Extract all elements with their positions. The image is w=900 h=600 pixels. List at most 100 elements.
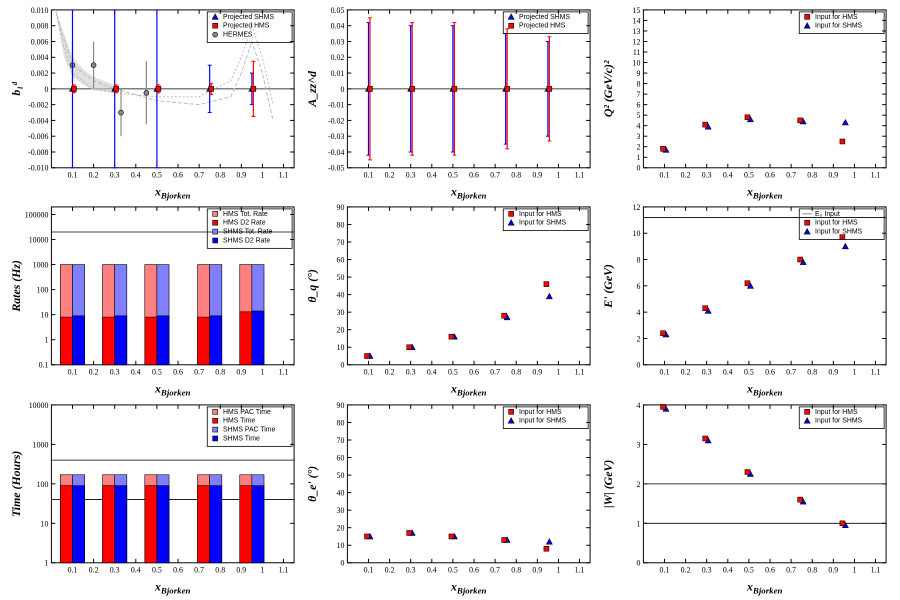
svg-text:xBjorken: xBjorken [154, 184, 191, 200]
svg-text:0.4: 0.4 [723, 171, 733, 180]
svg-text:xBjorken: xBjorken [450, 184, 487, 200]
svg-text:xBjorken: xBjorken [154, 579, 191, 595]
svg-text:9: 9 [636, 69, 640, 78]
svg-text:4: 4 [636, 401, 640, 410]
svg-text:0.7: 0.7 [490, 565, 500, 574]
panel-b1d: 0.10.20.30.40.50.60.70.80.911.1-0.010-0.… [6, 4, 302, 201]
svg-text:1: 1 [260, 171, 264, 180]
svg-text:0.8: 0.8 [807, 171, 817, 180]
svg-text:Input for SHMS: Input for SHMS [815, 417, 863, 424]
svg-text:0.1: 0.1 [68, 368, 78, 377]
svg-text:15: 15 [633, 6, 641, 15]
svg-text:xBjorken: xBjorken [746, 382, 783, 398]
svg-text:Input for HMS: Input for HMS [519, 408, 562, 415]
svg-text:0.4: 0.4 [723, 368, 733, 377]
svg-text:0.7: 0.7 [786, 565, 796, 574]
svg-text:0.4: 0.4 [427, 171, 437, 180]
svg-text:10: 10 [633, 59, 641, 68]
svg-text:6: 6 [636, 101, 640, 110]
svg-text:0.7: 0.7 [490, 368, 500, 377]
panel-time: 0.10.20.30.40.50.60.70.80.911.1110100100… [6, 399, 302, 596]
svg-text:70: 70 [337, 436, 345, 445]
svg-text:0.1: 0.1 [364, 565, 374, 574]
svg-text:5: 5 [636, 111, 640, 120]
svg-text:20: 20 [337, 326, 345, 335]
svg-text:0.8: 0.8 [807, 565, 817, 574]
svg-text:1: 1 [852, 368, 856, 377]
svg-text:Rates (Hz): Rates (Hz) [9, 260, 23, 313]
svg-text:θ_e' (°): θ_e' (°) [305, 465, 319, 501]
panel-thetae: 0.10.20.30.40.50.60.70.80.911.1010203040… [302, 399, 598, 596]
chart-grid: 0.1 0.2 0.3 0.4 0.5 0.6 0.7 0.8 0.9 1 1.1 -0.010 -0.… [0, 0, 900, 600]
panel-rates: 0.10.20.30.40.50.60.70.80.911.10.1110100… [6, 201, 302, 398]
svg-text:0.010: 0.010 [31, 6, 49, 15]
svg-text:0.6: 0.6 [469, 565, 479, 574]
svg-text:-0.006: -0.006 [28, 132, 48, 141]
svg-text:2: 2 [636, 335, 640, 344]
svg-text:20: 20 [337, 523, 345, 532]
svg-text:2: 2 [636, 143, 640, 152]
svg-text:0.1: 0.1 [660, 171, 670, 180]
svg-text:xBjorken: xBjorken [450, 382, 487, 398]
svg-text:0.9: 0.9 [236, 565, 246, 574]
svg-text:0.5: 0.5 [744, 171, 754, 180]
svg-text:40: 40 [337, 488, 345, 497]
svg-text:1: 1 [556, 171, 560, 180]
svg-text:0.8: 0.8 [215, 171, 225, 180]
svg-text:Input for SHMS: Input for SHMS [519, 220, 567, 227]
svg-text:-0.02: -0.02 [328, 116, 344, 125]
svg-text:10000: 10000 [29, 236, 49, 245]
svg-text:Projected SHMS: Projected SHMS [519, 14, 570, 21]
svg-text:0.3: 0.3 [406, 171, 416, 180]
svg-text:0.7: 0.7 [786, 171, 796, 180]
svg-text:7: 7 [636, 90, 640, 99]
svg-text:4: 4 [636, 122, 640, 131]
svg-text:30: 30 [337, 506, 345, 515]
svg-text:1: 1 [636, 519, 640, 528]
svg-text:0.2: 0.2 [385, 368, 395, 377]
svg-text:xBjorken: xBjorken [746, 579, 783, 595]
svg-text:0.6: 0.6 [765, 565, 775, 574]
svg-text:0.04: 0.04 [331, 22, 345, 31]
svg-text:0: 0 [636, 558, 640, 567]
svg-text:0.7: 0.7 [194, 565, 204, 574]
svg-text:0.9: 0.9 [236, 368, 246, 377]
svg-text:0.5: 0.5 [152, 171, 162, 180]
svg-text:0.7: 0.7 [194, 368, 204, 377]
svg-text:13: 13 [633, 27, 641, 36]
svg-text:0.6: 0.6 [765, 171, 775, 180]
svg-text:8: 8 [636, 80, 640, 89]
svg-text:3: 3 [636, 132, 640, 141]
svg-text:90: 90 [337, 203, 345, 212]
svg-text:0.1: 0.1 [39, 361, 49, 370]
svg-text:11: 11 [633, 48, 641, 57]
svg-text:1: 1 [636, 153, 640, 162]
svg-text:0.1: 0.1 [660, 368, 670, 377]
svg-text:Input for HMS: Input for HMS [519, 211, 562, 218]
svg-text:0.3: 0.3 [702, 565, 712, 574]
svg-text:10: 10 [41, 311, 49, 320]
svg-text:-0.010: -0.010 [28, 164, 48, 173]
svg-text:0.7: 0.7 [194, 171, 204, 180]
svg-text:SHMS PAC Time: SHMS PAC Time [223, 426, 275, 433]
svg-text:1.1: 1.1 [575, 171, 585, 180]
svg-text:0.1: 0.1 [68, 171, 78, 180]
svg-text:0.5: 0.5 [448, 565, 458, 574]
svg-text:SHMS Time: SHMS Time [223, 435, 260, 442]
svg-text:80: 80 [337, 418, 345, 427]
svg-text:E₀ Input: E₀ Input [815, 211, 840, 218]
svg-text:0: 0 [636, 164, 640, 173]
svg-text:0: 0 [340, 85, 344, 94]
svg-text:100: 100 [37, 286, 49, 295]
svg-text:-0.002: -0.002 [28, 101, 48, 110]
svg-text:0.4: 0.4 [131, 368, 141, 377]
svg-text:0.3: 0.3 [110, 368, 120, 377]
svg-text:0.1: 0.1 [660, 565, 670, 574]
svg-text:1: 1 [260, 368, 264, 377]
svg-text:HMS Tot. Rate: HMS Tot. Rate [223, 211, 268, 218]
svg-text:0.4: 0.4 [131, 565, 141, 574]
svg-text:0.3: 0.3 [702, 368, 712, 377]
svg-text:-0.05: -0.05 [328, 164, 344, 173]
panel-Q2: 0.10.20.30.40.50.60.70.80.911.1012345678… [598, 4, 894, 201]
svg-text:0.9: 0.9 [828, 565, 838, 574]
